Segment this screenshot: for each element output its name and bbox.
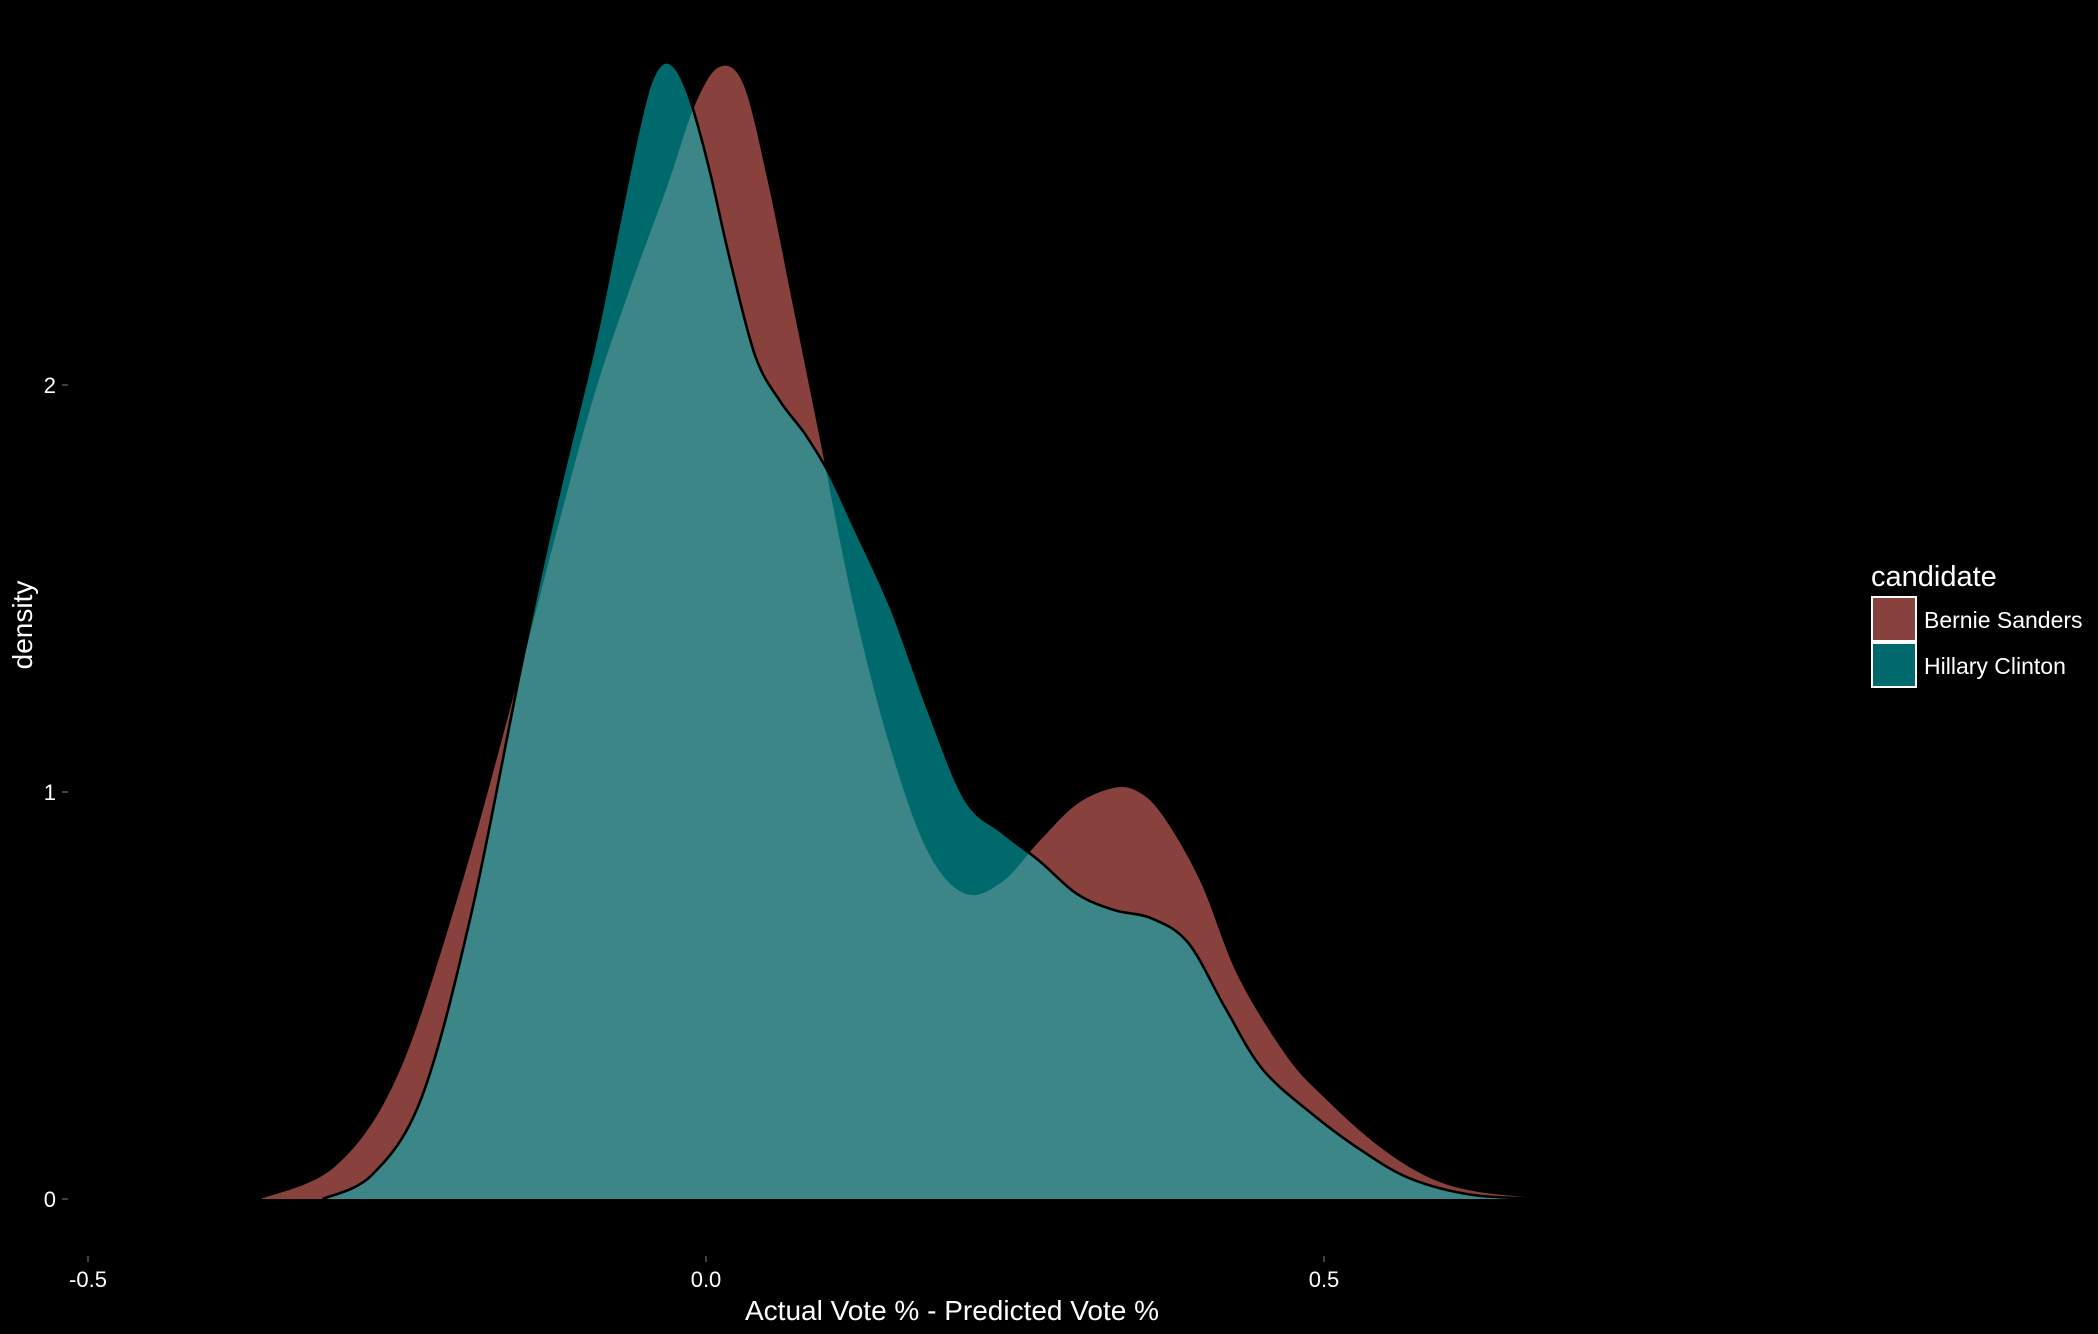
legend-key-hillary-clinton [1871,642,1917,688]
x-tick-label: 0.5 [1309,1267,1340,1292]
y-tick-label: 2 [44,373,56,398]
x-tick-label: -0.5 [69,1267,107,1292]
axes: -0.5 0.0 0.5 0 1 2 [44,373,1340,1292]
legend: candidate Bernie Sanders Hillary Clinton [1871,561,2083,688]
x-tick-label: 0.0 [691,1267,722,1292]
plot-area [261,61,1547,1201]
legend-label-bernie-sanders: Bernie Sanders [1924,607,2083,633]
x-axis-title: Actual Vote % - Predicted Vote % [745,1295,1159,1326]
y-axis-title: density [7,581,38,670]
legend-key-bernie-sanders [1871,596,1917,642]
density-outline-hillary-clinton [322,61,1547,1201]
y-tick-label: 1 [44,780,56,805]
legend-title: candidate [1871,561,1997,593]
legend-label-hillary-clinton: Hillary Clinton [1924,653,2066,679]
y-tick-label: 0 [44,1187,56,1212]
density-area-hillary-clinton [322,62,1547,1200]
